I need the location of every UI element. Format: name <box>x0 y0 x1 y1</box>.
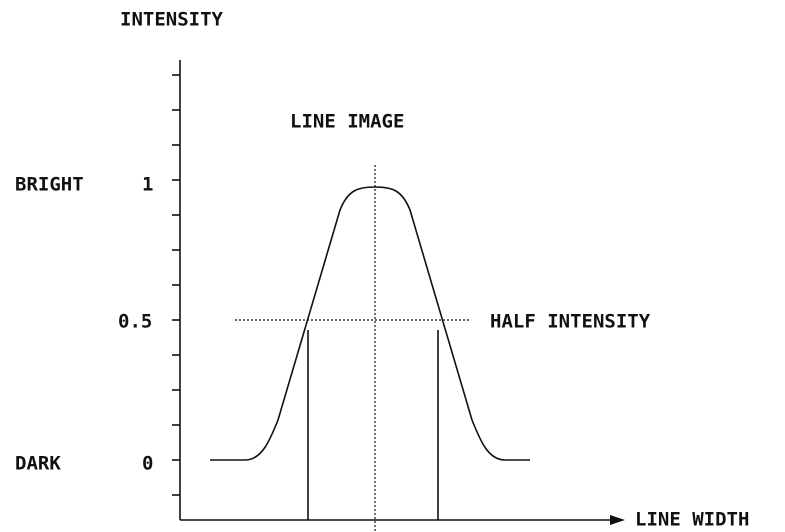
level-value: 0 <box>142 453 153 475</box>
axes <box>172 60 625 525</box>
level-value: 0.5 <box>118 311 152 333</box>
title: LINE IMAGE <box>290 111 404 133</box>
x-axis-label: LINE WIDTH <box>635 509 749 531</box>
level-name: BRIGHT <box>15 174 84 196</box>
y-axis-label: INTENSITY <box>120 9 224 31</box>
level-value: 1 <box>142 174 153 196</box>
curve <box>210 186 530 461</box>
level-name: DARK <box>15 453 61 475</box>
annotation: HALF INTENSITY <box>490 311 651 333</box>
